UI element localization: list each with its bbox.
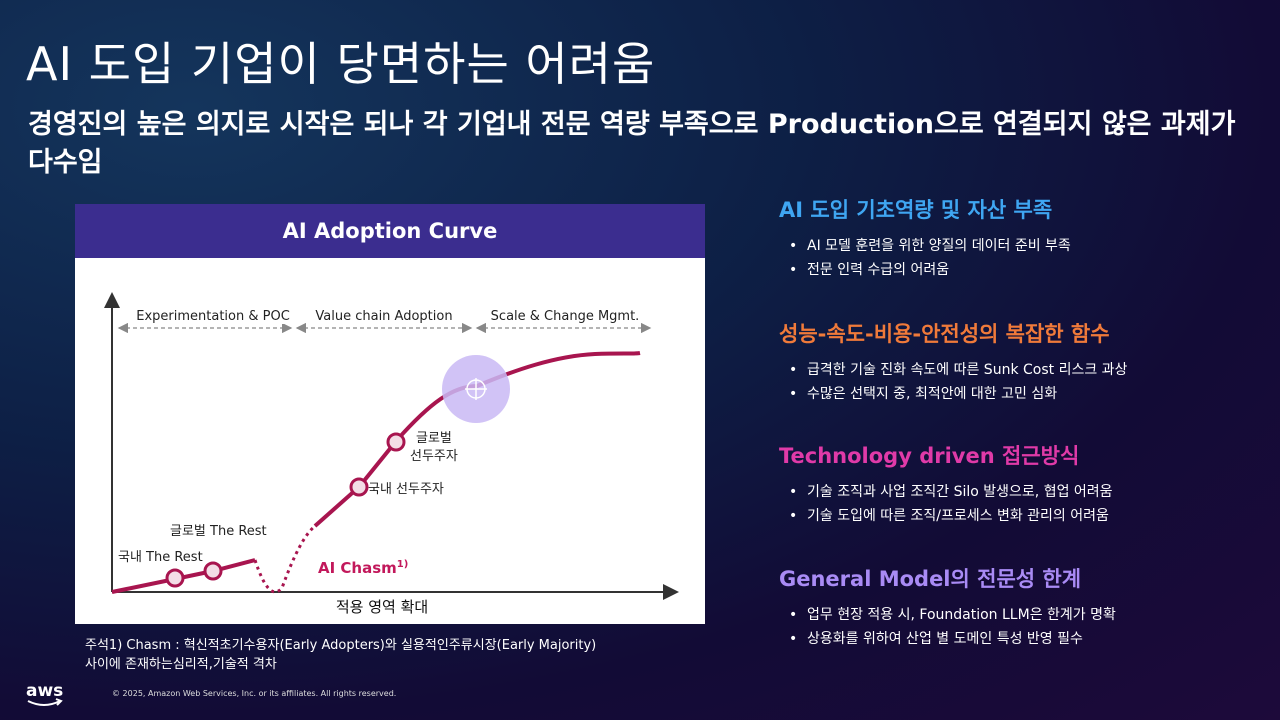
page-title: AI 도입 기업이 당면하는 어려움 (26, 37, 656, 91)
label-domestic-rest: 국내 The Rest (118, 550, 203, 565)
label-global-leader-line1: 글로벌 (416, 431, 452, 446)
label-chasm: AI Chasm1) (318, 559, 408, 577)
adoption-chart-card: AI Adoption Curve Experimentation & POC … (75, 204, 705, 624)
adoption-curve-chart: Experimentation & POC Value chain Adopti… (104, 292, 679, 616)
bullet-item: 상용화를 위하여 산업 별 도메인 특성 반영 필수 (789, 627, 1116, 651)
footnote-line-1: 주석1) Chasm : 혁신적초기수용자(Early Adopters)와 실… (85, 638, 597, 653)
aws-logo: aws (26, 681, 63, 706)
x-axis-label: 적용 영역 확대 (336, 598, 428, 616)
marker-domestic-leader (349, 477, 369, 497)
curve-main-segment (313, 351, 641, 528)
label-global-rest: 글로벌 The Rest (170, 524, 267, 539)
phase-label-1: Experimentation & POC (136, 309, 290, 324)
footnote: 주석1) Chasm : 혁신적초기수용자(Early Adopters)와 실… (85, 636, 596, 674)
label-global-leader-line2: 선두주자 (410, 449, 458, 464)
bullet-item: 기술 도입에 따른 조직/프로세스 변화 관리의 어려움 (789, 504, 1113, 528)
footnote-line-2: 사이에 존재하는심리적,기술적 격차 (85, 657, 277, 672)
section-title-general-model: General Model의 전문성 한계 (779, 567, 1082, 591)
label-domestic-leader: 국내 선두주자 (368, 482, 444, 497)
curve-early-segment (111, 558, 256, 594)
bullet-item: 업무 현장 적용 시, Foundation LLM은 한계가 명확 (789, 603, 1116, 627)
phase-label-3: Scale & Change Mgmt. (491, 309, 640, 324)
phase-label-2: Value chain Adoption (315, 309, 452, 324)
section-title-foundation: AI 도입 기초역량 및 자산 부족 (779, 198, 1053, 222)
bullet-item: 기술 조직과 사업 조직간 Silo 발생으로, 협업 어려움 (789, 480, 1113, 504)
bullet-item: 수많은 선택지 중, 최적안에 대한 고민 심화 (789, 382, 1127, 406)
section-title-complex-function: 성능-속도-비용-안전성의 복잡한 함수 (779, 322, 1110, 346)
marker-global-leader (386, 432, 406, 452)
bullet-item: AI 모델 훈련을 위한 양질의 데이터 준비 부족 (789, 234, 1071, 258)
target-cross-icon (465, 378, 487, 400)
section-complex-function: 성능-속도-비용-안전성의 복잡한 함수 급격한 기술 진화 속도에 따른 Su… (779, 318, 1127, 406)
chasm-dotted-segment (253, 524, 316, 594)
bullet-item: 전문 인력 수급의 어려움 (789, 258, 1071, 282)
marker-global-rest (203, 561, 223, 581)
section-foundation: AI 도입 기초역량 및 자산 부족 AI 모델 훈련을 위한 양질의 데이터 … (779, 194, 1071, 282)
chart-header: AI Adoption Curve (75, 204, 705, 258)
section-technology-driven: Technology driven 접근방식 기술 조직과 사업 조직간 Sil… (779, 440, 1113, 528)
section-title-technology-driven: Technology driven 접근방식 (779, 444, 1080, 468)
aws-logo-text: aws (26, 681, 63, 701)
page-subtitle: 경영진의 높은 의지로 시작은 되나 각 기업내 전문 역량 부족으로 Prod… (28, 109, 1236, 178)
copyright: © 2025, Amazon Web Services, Inc. or its… (112, 689, 397, 698)
section-general-model: General Model의 전문성 한계 업무 현장 적용 시, Founda… (779, 563, 1116, 651)
bullet-item: 급격한 기술 진화 속도에 따른 Sunk Cost 리스크 과상 (789, 358, 1127, 382)
marker-domestic-rest (165, 568, 185, 588)
